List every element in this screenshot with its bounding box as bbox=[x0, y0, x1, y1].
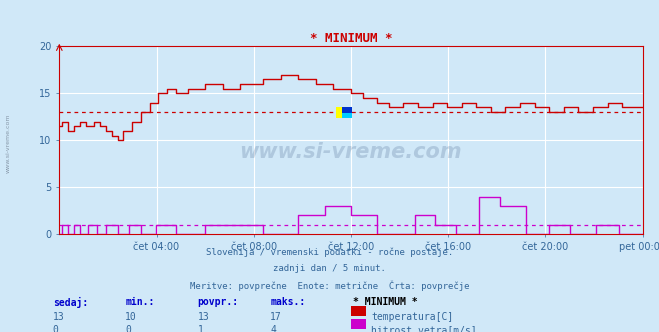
Text: 0: 0 bbox=[125, 325, 131, 332]
Text: sedaj:: sedaj: bbox=[53, 297, 88, 308]
Text: temperatura[C]: temperatura[C] bbox=[371, 312, 453, 322]
Text: zadnji dan / 5 minut.: zadnji dan / 5 minut. bbox=[273, 264, 386, 273]
Text: www.si-vreme.com: www.si-vreme.com bbox=[5, 113, 11, 173]
Text: povpr.:: povpr.: bbox=[198, 297, 239, 307]
Text: 10: 10 bbox=[125, 312, 137, 322]
Text: * MINIMUM *: * MINIMUM * bbox=[353, 297, 417, 307]
Title: * MINIMUM *: * MINIMUM * bbox=[310, 32, 392, 45]
Bar bbox=[341, 108, 352, 113]
Bar bbox=[336, 108, 347, 118]
Text: 0: 0 bbox=[53, 325, 59, 332]
Text: 4: 4 bbox=[270, 325, 276, 332]
Bar bbox=[341, 113, 352, 118]
Text: hitrost vetra[m/s]: hitrost vetra[m/s] bbox=[371, 325, 476, 332]
Text: maks.:: maks.: bbox=[270, 297, 305, 307]
Text: Meritve: povprečne  Enote: metrične  Črta: povprečje: Meritve: povprečne Enote: metrične Črta:… bbox=[190, 281, 469, 291]
Text: Slovenija / vremenski podatki - ročne postaje.: Slovenija / vremenski podatki - ročne po… bbox=[206, 247, 453, 257]
Text: 13: 13 bbox=[198, 312, 210, 322]
Text: 17: 17 bbox=[270, 312, 282, 322]
Text: 13: 13 bbox=[53, 312, 65, 322]
Text: www.si-vreme.com: www.si-vreme.com bbox=[240, 141, 462, 162]
Text: 1: 1 bbox=[198, 325, 204, 332]
Text: min.:: min.: bbox=[125, 297, 155, 307]
